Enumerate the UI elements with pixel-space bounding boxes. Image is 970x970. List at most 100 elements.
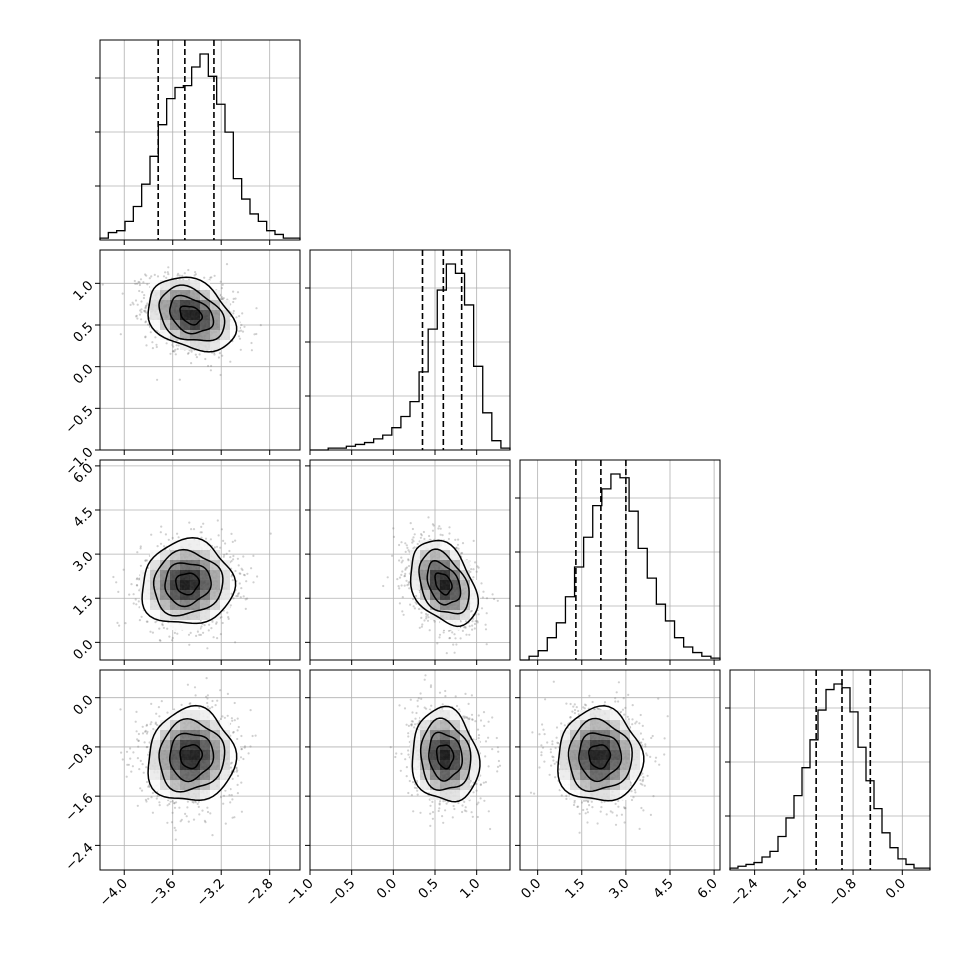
sample-point: [130, 583, 133, 586]
sample-point: [136, 282, 139, 285]
sample-point: [194, 694, 197, 697]
sample-point: [241, 568, 244, 572]
sample-point: [412, 598, 415, 601]
sample-point: [475, 570, 478, 573]
density-cell: [180, 580, 190, 590]
sample-point: [484, 628, 488, 631]
sample-point: [219, 546, 222, 549]
panel-frame: [519, 459, 721, 661]
sample-point: [236, 594, 239, 598]
sample-point: [132, 593, 135, 596]
sample-point: [140, 300, 143, 303]
sample-point: [149, 723, 152, 726]
sample-point: [235, 316, 238, 319]
sample-point: [124, 622, 127, 625]
sample-point: [237, 335, 241, 338]
sample-point: [468, 625, 471, 628]
sample-point: [140, 789, 144, 792]
sample-point: [447, 629, 451, 632]
sample-point: [171, 350, 175, 353]
sample-point: [166, 627, 169, 630]
sample-point: [132, 602, 135, 605]
sample-point: [206, 694, 209, 697]
sample-point: [166, 711, 169, 714]
sample-point: [150, 533, 153, 536]
density-cell: [140, 600, 150, 610]
sample-point: [482, 590, 485, 593]
sample-point: [404, 572, 407, 575]
sample-point: [231, 777, 234, 780]
density-cell: [170, 580, 180, 590]
density-cell: [180, 560, 190, 570]
histogram-panel-3: [725, 669, 931, 875]
sample-point: [143, 309, 146, 312]
sample-point: [223, 553, 226, 556]
sample-point: [134, 598, 137, 601]
sample-point: [145, 559, 148, 562]
sample-point: [224, 542, 227, 545]
sample-point: [453, 633, 456, 636]
sample-point: [207, 629, 210, 632]
sample-point: [425, 617, 428, 620]
sample-point: [238, 315, 241, 318]
sample-point: [400, 573, 403, 576]
sample-point: [118, 624, 121, 627]
sample-point: [136, 551, 139, 554]
sample-point: [485, 643, 488, 646]
sample-point: [255, 332, 258, 336]
sample-point: [428, 534, 431, 538]
sample-point: [232, 290, 235, 293]
sample-point: [447, 537, 450, 541]
sample-point: [134, 720, 137, 723]
sample-point: [213, 353, 216, 356]
sample-point: [155, 797, 158, 800]
sample-point: [259, 324, 262, 327]
sample-point: [412, 605, 415, 608]
sample-point: [219, 280, 222, 283]
sample-point: [226, 611, 229, 614]
sample-point: [178, 378, 181, 381]
sample-point: [207, 364, 210, 368]
sample-point: [240, 587, 243, 590]
sample-point: [236, 291, 240, 294]
sample-point: [412, 540, 415, 543]
sample-point: [141, 732, 145, 735]
sample-point: [166, 804, 169, 807]
sample-point: [242, 555, 245, 558]
sample-point: [229, 604, 232, 607]
sample-point: [409, 522, 412, 525]
sample-point: [153, 273, 156, 276]
sample-point: [162, 275, 166, 278]
density-cell: [200, 580, 210, 590]
sample-point: [132, 751, 135, 754]
sample-point: [219, 633, 222, 636]
sample-point: [144, 304, 147, 308]
sample-point: [210, 276, 213, 279]
sample-point: [178, 274, 181, 277]
sample-point: [415, 594, 418, 598]
sample-point: [198, 633, 201, 636]
sample-point: [232, 297, 235, 300]
density-cell: [210, 320, 220, 330]
sample-point: [246, 597, 249, 600]
density-cell: [170, 560, 180, 570]
sample-point: [144, 306, 147, 309]
sample-point: [220, 287, 223, 290]
sample-point: [215, 622, 218, 625]
sample-point: [250, 567, 253, 570]
sample-point: [448, 532, 451, 535]
sample-point: [485, 597, 489, 600]
sample-point: [252, 554, 255, 557]
sample-point: [156, 545, 159, 548]
sample-point: [195, 634, 198, 637]
sample-point: [229, 801, 232, 804]
sample-point: [442, 631, 445, 634]
sample-point: [213, 274, 216, 277]
sample-point: [405, 544, 408, 547]
sample-point: [188, 643, 191, 646]
sample-point: [233, 816, 236, 819]
sample-point: [164, 271, 167, 274]
sample-point: [187, 351, 190, 355]
sample-point: [250, 349, 253, 352]
sample-point: [187, 633, 191, 636]
